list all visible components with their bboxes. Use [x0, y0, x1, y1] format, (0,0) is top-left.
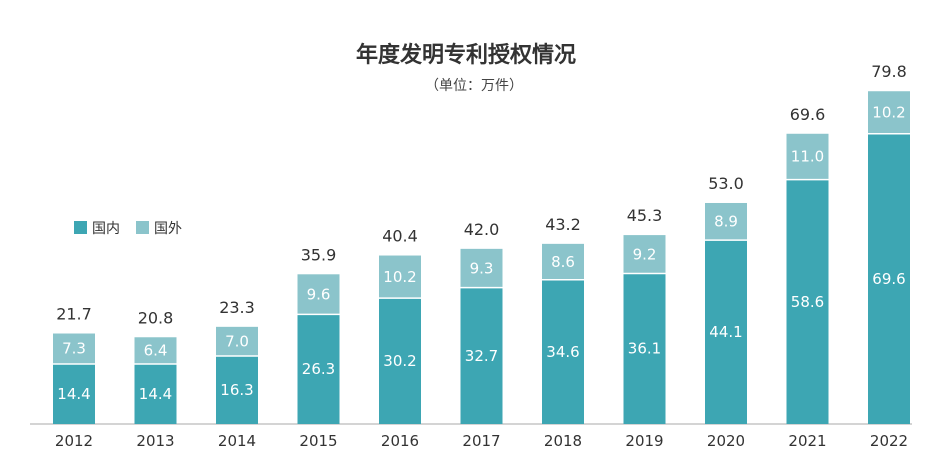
- data-label-domestic: 14.4: [139, 385, 172, 403]
- x-tick-label: 2016: [381, 432, 419, 450]
- x-tick-label: 2022: [870, 432, 908, 450]
- x-tick-label: 2020: [707, 432, 745, 450]
- chart-title: 年度发明专利授权情况: [356, 42, 576, 68]
- data-label-domestic: 44.1: [709, 323, 742, 341]
- bar-foreign: [786, 133, 829, 180]
- x-tick-label: 2015: [299, 432, 337, 450]
- bar-foreign: [216, 326, 258, 357]
- bar-domestic: [297, 314, 340, 424]
- total-label: 53.0: [708, 174, 744, 193]
- legend-swatch-foreign: [136, 221, 149, 234]
- bar-domestic: [786, 179, 829, 424]
- bar-domestic: [460, 287, 503, 424]
- data-label-domestic: 36.1: [628, 340, 661, 358]
- bar-domestic: [53, 363, 95, 424]
- bar-domestic: [216, 356, 258, 424]
- data-label-domestic: 32.7: [465, 347, 498, 365]
- x-tick-label: 2021: [788, 432, 826, 450]
- data-label-foreign: 10.2: [383, 268, 416, 286]
- total-label: 23.3: [219, 298, 255, 317]
- data-label-foreign: 9.2: [633, 245, 657, 263]
- chart-subtitle: （单位：万件）: [425, 78, 523, 94]
- bar-foreign: [134, 337, 177, 364]
- data-label-foreign: 10.2: [872, 104, 905, 122]
- legend-swatch-domestic: [74, 221, 87, 234]
- total-label: 40.4: [382, 227, 418, 246]
- total-label: 21.7: [56, 305, 92, 324]
- x-tick-label: 2018: [544, 432, 582, 450]
- total-label: 43.2: [545, 215, 581, 234]
- data-label-foreign: 9.3: [470, 259, 494, 277]
- data-label-foreign: 11.0: [791, 148, 824, 166]
- bar-foreign: [542, 243, 584, 280]
- data-label-foreign: 7.3: [62, 340, 86, 358]
- bar-foreign: [297, 274, 340, 315]
- data-label-domestic: 26.3: [302, 360, 335, 378]
- bar-foreign: [460, 248, 503, 288]
- data-label-foreign: 9.6: [307, 285, 331, 303]
- total-label: 45.3: [627, 206, 663, 225]
- data-label-domestic: 58.6: [791, 293, 824, 311]
- data-label-domestic: 14.4: [57, 385, 90, 403]
- bar-foreign: [379, 255, 421, 299]
- x-tick-label: 2014: [218, 432, 256, 450]
- bar-foreign: [868, 91, 910, 134]
- data-label-domestic: 16.3: [220, 381, 253, 399]
- x-tick-label: 2017: [462, 432, 500, 450]
- data-label-foreign: 8.9: [714, 213, 738, 231]
- data-label-domestic: 69.6: [872, 270, 905, 288]
- bar-foreign: [53, 333, 95, 364]
- legend: 国内 国外: [74, 221, 182, 237]
- total-label: 79.8: [871, 62, 907, 81]
- bar-foreign: [623, 235, 666, 274]
- bar-foreign: [705, 202, 747, 241]
- total-label: 42.0: [464, 220, 500, 239]
- data-label-domestic: 30.2: [383, 352, 416, 370]
- bar-domestic: [542, 279, 584, 424]
- data-label-foreign: 7.0: [225, 332, 249, 350]
- bar-domestic: [623, 273, 666, 424]
- total-label: 35.9: [301, 245, 337, 264]
- bar-domestic: [134, 363, 177, 424]
- bar-domestic: [705, 240, 747, 424]
- data-label-foreign: 6.4: [144, 342, 168, 360]
- data-label-foreign: 8.6: [551, 253, 575, 271]
- total-label: 69.6: [790, 105, 826, 124]
- bar-domestic: [868, 133, 910, 424]
- legend-label-domestic: 国内: [92, 221, 120, 237]
- legend-label-foreign: 国外: [154, 221, 182, 237]
- x-tick-label: 2019: [625, 432, 663, 450]
- bar-domestic: [379, 298, 421, 424]
- bars: 14.4 7.3 21.7 2012 14.4 6.4 20.8 2013 16.3 7.0 23.…: [53, 62, 910, 450]
- data-label-domestic: 34.6: [546, 343, 579, 361]
- total-label: 20.8: [138, 308, 174, 327]
- x-tick-label: 2013: [136, 432, 174, 450]
- x-tick-label: 2012: [55, 432, 93, 450]
